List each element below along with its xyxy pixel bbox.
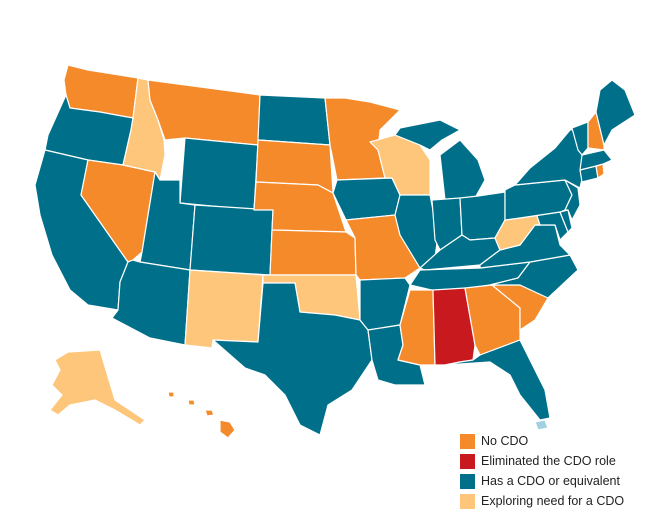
state-hi-maui[interactable] (204, 409, 215, 417)
state-hi-kauai[interactable] (167, 391, 175, 398)
state-ak[interactable] (49, 349, 146, 426)
state-nh[interactable] (587, 111, 605, 151)
state-hi-big[interactable] (219, 419, 236, 439)
state-az[interactable] (111, 259, 191, 346)
legend-item-no-cdo: No CDO (460, 431, 640, 451)
state-ks[interactable] (269, 229, 357, 276)
state-tx[interactable] (212, 282, 373, 436)
legend: No CDO Eliminated the CDO role Has a CDO… (460, 431, 640, 511)
state-nd[interactable] (257, 94, 331, 146)
state-co[interactable] (189, 204, 274, 276)
state-nj[interactable] (564, 179, 581, 221)
legend-item-exploring: Exploring need for a CDO (460, 491, 640, 511)
legend-item-eliminated: Eliminated the CDO role (460, 451, 640, 471)
state-vt[interactable] (571, 121, 589, 156)
legend-label: No CDO (481, 434, 529, 448)
legend-swatch (460, 453, 475, 469)
territory-pr[interactable] (534, 419, 549, 431)
state-nm[interactable] (184, 269, 264, 349)
legend-swatch (460, 433, 475, 449)
legend-swatch (460, 473, 475, 489)
state-mt[interactable] (147, 79, 261, 146)
state-mi-lower[interactable] (439, 139, 486, 201)
state-hi-oahu[interactable] (187, 399, 196, 406)
state-ia[interactable] (332, 177, 401, 221)
legend-label: Has a CDO or equivalent (481, 474, 620, 488)
legend-item-has-cdo: Has a CDO or equivalent (460, 471, 640, 491)
legend-label: Eliminated the CDO role (481, 454, 616, 468)
state-fl[interactable] (444, 339, 551, 421)
state-wy[interactable] (179, 137, 259, 211)
state-mi[interactable] (394, 119, 461, 151)
state-me[interactable] (595, 79, 636, 146)
state-de[interactable] (559, 209, 573, 233)
legend-label: Exploring need for a CDO (481, 494, 625, 508)
legend-swatch (460, 493, 475, 509)
